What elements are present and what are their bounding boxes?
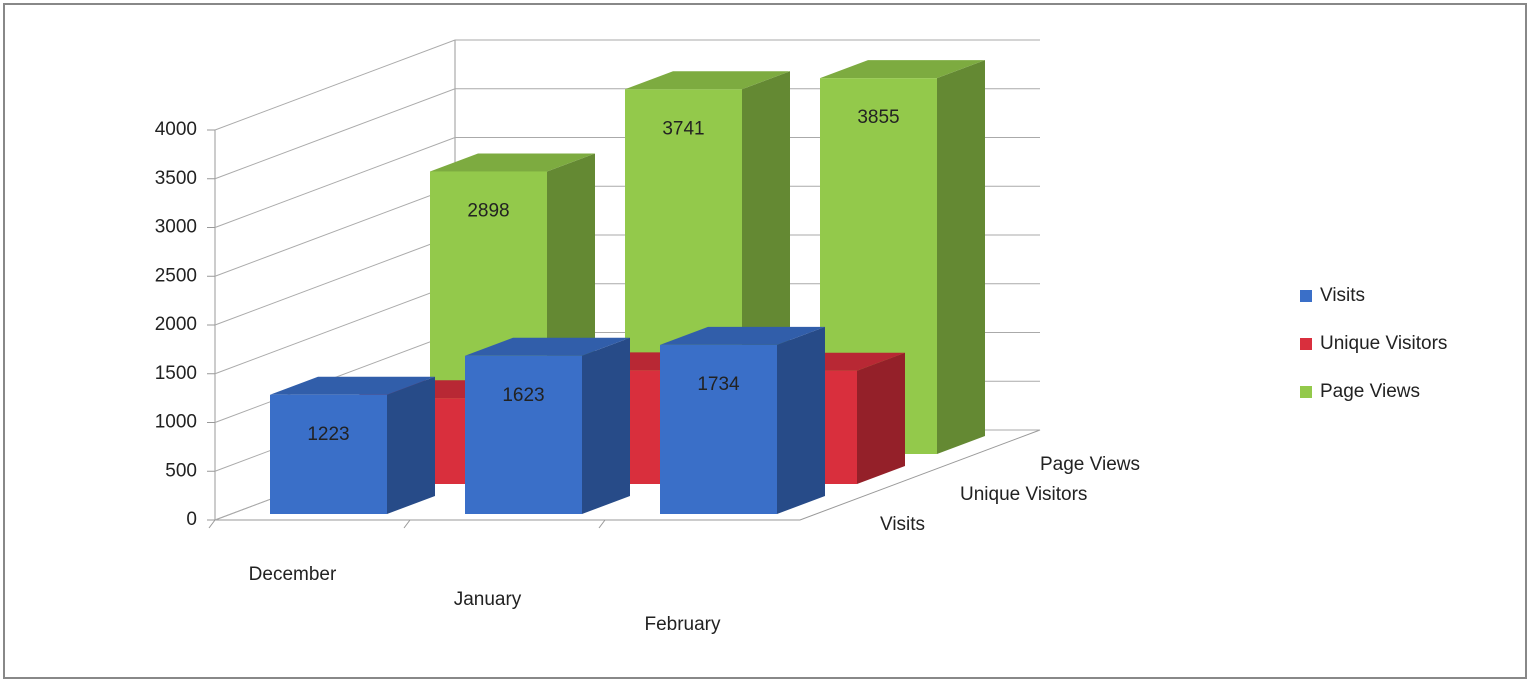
y-tick-label: 1500 xyxy=(155,363,197,384)
bar-top xyxy=(660,326,825,345)
data-label: 3741 xyxy=(662,118,704,139)
data-label: 1734 xyxy=(697,374,740,395)
bar-top xyxy=(270,376,435,395)
bar-front xyxy=(660,344,777,514)
y-tick-label: 2500 xyxy=(155,265,197,286)
bar-side xyxy=(582,337,630,514)
grid-line xyxy=(214,39,1040,131)
legend-swatch xyxy=(1300,290,1312,302)
bar-side xyxy=(777,326,825,514)
y-tick-label: 4000 xyxy=(155,119,197,140)
bar-side xyxy=(387,376,435,514)
y-tick-label: 1000 xyxy=(155,412,197,433)
y-tick-label: 2000 xyxy=(155,314,197,335)
depth-tick-label: Page Views xyxy=(1040,454,1140,475)
x-tick-label: December xyxy=(249,564,337,585)
y-tick-label: 0 xyxy=(186,509,197,530)
bar-top xyxy=(820,60,985,79)
bar-side xyxy=(937,60,985,454)
legend-label: Visits xyxy=(1320,285,1365,306)
bar-side xyxy=(857,352,905,484)
legend-label: Page Views xyxy=(1320,381,1420,402)
x-tick xyxy=(208,519,216,529)
data-label: 1223 xyxy=(307,424,349,445)
bar xyxy=(270,376,435,514)
data-label: 3855 xyxy=(857,107,899,128)
bar xyxy=(465,337,630,514)
bar-top xyxy=(625,71,790,90)
x-tick xyxy=(598,519,606,529)
bar-top xyxy=(430,153,595,172)
data-label: 1623 xyxy=(502,385,544,406)
legend-label: Unique Visitors xyxy=(1320,333,1447,354)
y-tick-label: 500 xyxy=(165,460,197,481)
legend-swatch xyxy=(1300,386,1312,398)
x-tick xyxy=(403,519,411,529)
y-tick-label: 3000 xyxy=(155,217,197,238)
depth-tick-label: Unique Visitors xyxy=(960,484,1087,505)
y-tick-label: 3500 xyxy=(155,168,197,189)
legend-swatch xyxy=(1300,338,1312,350)
bar-front xyxy=(465,355,582,514)
bar-top xyxy=(465,337,630,356)
bar xyxy=(660,326,825,514)
x-tick-label: February xyxy=(644,614,721,635)
bar-front xyxy=(270,394,387,514)
x-tick-label: January xyxy=(454,589,522,610)
data-label: 2898 xyxy=(467,200,509,221)
depth-tick-label: Visits xyxy=(880,514,925,535)
